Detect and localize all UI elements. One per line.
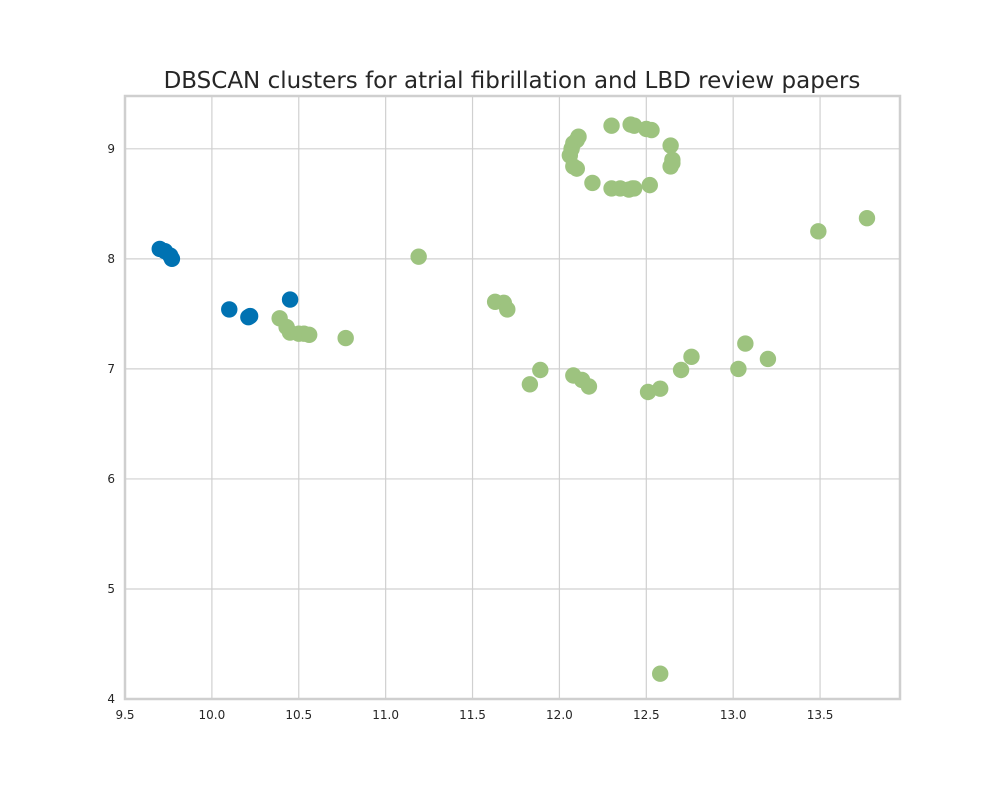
data-point <box>521 376 539 393</box>
data-point <box>584 174 601 192</box>
x-tick-label: 13.5 <box>807 708 834 722</box>
y-tick-label: 9 <box>107 142 115 156</box>
x-tick-label: 13.0 <box>720 708 747 722</box>
data-point <box>221 301 238 318</box>
data-point <box>300 326 318 343</box>
data-point <box>683 348 700 365</box>
data-point <box>737 335 754 352</box>
x-tick-label: 10.0 <box>199 708 226 722</box>
plot-background <box>125 96 900 699</box>
data-point <box>337 329 354 347</box>
data-point <box>603 117 620 134</box>
y-tick-labels: 4 5 6 7 8 9 <box>107 142 115 706</box>
data-point <box>568 160 585 177</box>
data-point <box>759 350 777 368</box>
x-tick-label: 12.0 <box>546 708 573 722</box>
chart-title: DBSCAN clusters for atrial fibrillation … <box>164 68 861 94</box>
x-tick-label: 11.0 <box>372 708 399 722</box>
data-point <box>163 250 181 268</box>
data-point <box>810 223 827 240</box>
data-point <box>858 209 876 227</box>
plot-area <box>125 96 900 699</box>
y-tick-label: 7 <box>107 362 115 376</box>
data-point <box>241 307 259 325</box>
axes-border <box>123 94 902 701</box>
data-point <box>652 665 669 682</box>
data-points <box>151 116 876 682</box>
data-point <box>643 121 660 139</box>
data-point <box>652 380 669 397</box>
data-point <box>641 176 658 194</box>
y-tick-label: 8 <box>107 252 115 266</box>
data-point <box>281 291 299 308</box>
data-point <box>730 360 747 378</box>
x-tick-label: 12.5 <box>633 708 660 722</box>
x-tick-label: 9.5 <box>115 708 134 722</box>
y-tick-label: 6 <box>107 472 115 486</box>
x-tick-label: 10.5 <box>285 708 312 722</box>
axes-spines <box>123 94 902 701</box>
y-tick-label: 5 <box>107 582 115 596</box>
x-tick-label: 11.5 <box>459 708 486 722</box>
data-point <box>662 137 679 154</box>
data-point <box>570 128 587 145</box>
y-tick-label: 4 <box>107 692 115 706</box>
data-point <box>410 248 427 265</box>
data-point <box>532 361 549 379</box>
data-point <box>672 361 690 379</box>
data-point <box>662 158 679 175</box>
data-point <box>499 301 516 318</box>
data-point <box>625 180 643 197</box>
data-point <box>580 378 598 395</box>
x-tick-labels: 9.5 10.0 10.5 11.0 11.5 12.0 12.5 13.0 13.5 <box>115 708 833 722</box>
